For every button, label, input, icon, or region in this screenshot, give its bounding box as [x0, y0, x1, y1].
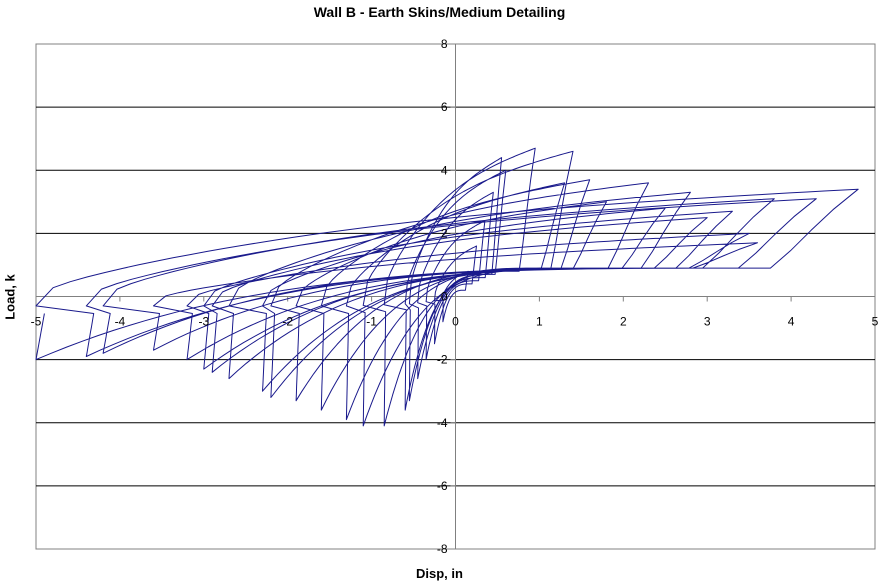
chart-title: Wall B - Earth Skins/Medium Detailing — [313, 4, 566, 20]
tick-labels: -5 -4 -3 -2 -1 0 1 2 3 4 5 -8 -6 -4 -2 0 2 4 6 8 — [31, 37, 879, 556]
x-tick-label: 1 — [536, 315, 543, 329]
hysteresis-curve — [35, 147, 859, 427]
x-tick-label: -1 — [366, 315, 377, 329]
y-tick-label: -8 — [437, 542, 448, 556]
y-tick-label: 6 — [441, 100, 448, 114]
x-tick-label: -5 — [31, 315, 42, 329]
x-tick-label: 5 — [872, 315, 879, 329]
x-axis-label: Disp, in — [416, 566, 463, 581]
y-tick-label: 2 — [441, 226, 448, 240]
x-tick-label: 0 — [452, 315, 459, 329]
y-tick-label: 0 — [441, 290, 448, 304]
x-tick-label: -4 — [115, 315, 126, 329]
x-tick-label: -3 — [198, 315, 209, 329]
x-tick-label: -2 — [282, 315, 293, 329]
series-layer — [35, 147, 859, 427]
x-tick-label: 4 — [788, 315, 795, 329]
axes — [35, 43, 876, 550]
y-tick-label: 4 — [441, 163, 448, 177]
x-tick-label: 3 — [704, 315, 711, 329]
x-tick-label: 2 — [620, 315, 627, 329]
y-tick-label: -6 — [437, 479, 448, 493]
y-tick-label: 8 — [441, 37, 448, 51]
y-tick-label: -4 — [437, 416, 448, 430]
y-tick-label: -2 — [437, 353, 448, 367]
